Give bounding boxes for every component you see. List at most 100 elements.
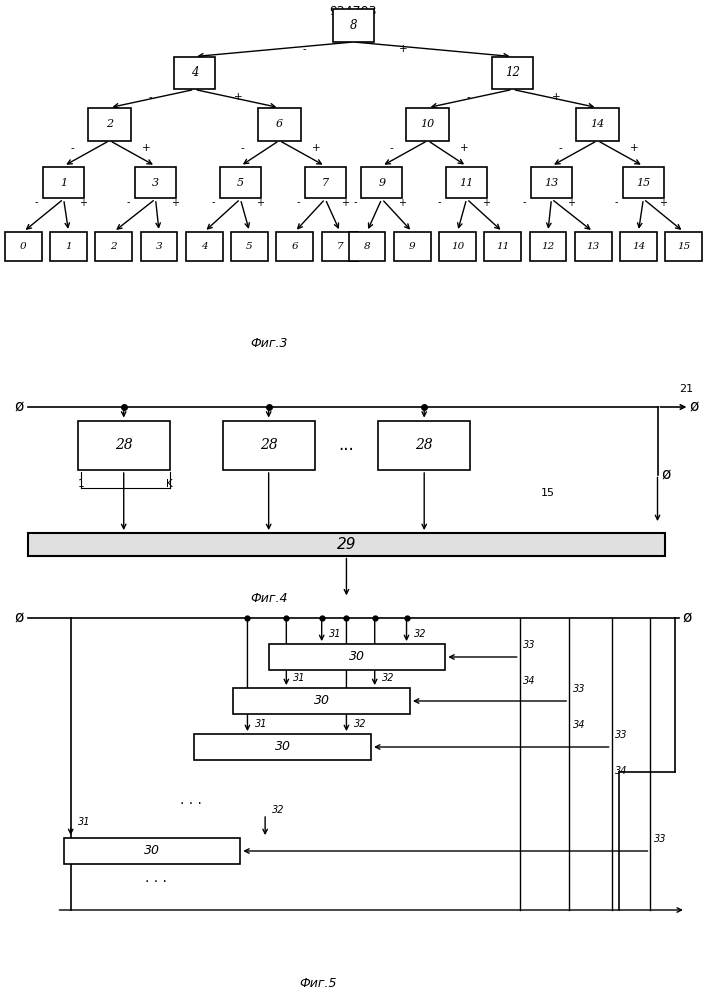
Text: 3: 3: [156, 242, 163, 251]
Text: +: +: [79, 198, 88, 208]
Bar: [378, 420, 470, 470]
Text: +: +: [567, 198, 575, 208]
Text: 34: 34: [523, 676, 536, 686]
Text: 9: 9: [378, 178, 385, 188]
Text: 31: 31: [329, 629, 341, 639]
Bar: [446, 167, 487, 198]
Text: -: -: [212, 198, 215, 208]
Bar: [531, 167, 572, 198]
Bar: [43, 167, 84, 198]
Text: 33: 33: [573, 684, 585, 694]
Bar: [361, 167, 402, 198]
Text: 14: 14: [632, 242, 645, 251]
Text: 2: 2: [106, 119, 113, 129]
Bar: [484, 232, 521, 261]
Text: -: -: [71, 143, 75, 153]
Text: 30: 30: [275, 740, 291, 754]
Text: 30: 30: [314, 694, 329, 708]
Text: 13: 13: [544, 178, 559, 188]
Text: 11: 11: [496, 242, 509, 251]
Bar: [135, 167, 176, 198]
Text: +: +: [341, 198, 349, 208]
Text: +: +: [256, 198, 264, 208]
Text: 32: 32: [414, 629, 426, 639]
Bar: [575, 232, 612, 261]
Text: 33: 33: [654, 834, 667, 844]
Text: 924703: 924703: [329, 5, 378, 18]
Text: -: -: [35, 198, 38, 208]
Text: Фиг.5: Фиг.5: [299, 977, 337, 990]
Text: 34: 34: [573, 720, 585, 730]
Text: 1: 1: [65, 242, 72, 251]
Text: +: +: [397, 198, 406, 208]
Text: ...: ...: [339, 436, 354, 454]
Bar: [333, 9, 374, 42]
Text: 31: 31: [255, 719, 267, 729]
Text: -: -: [467, 92, 471, 102]
Bar: [439, 232, 476, 261]
Text: 5: 5: [237, 178, 244, 188]
Text: 5: 5: [246, 242, 253, 251]
Text: 3: 3: [152, 178, 159, 188]
Text: ø: ø: [689, 399, 699, 414]
Bar: [322, 232, 358, 261]
Bar: [276, 232, 313, 261]
Text: 1: 1: [60, 178, 67, 188]
Text: ø: ø: [661, 467, 670, 482]
Text: 7: 7: [337, 242, 344, 251]
Text: 33: 33: [523, 640, 536, 650]
Text: 4: 4: [201, 242, 208, 251]
Bar: [50, 232, 87, 261]
Text: 30: 30: [349, 650, 365, 664]
Bar: [95, 232, 132, 261]
Text: 14: 14: [590, 119, 604, 129]
Bar: [233, 688, 410, 714]
Text: +: +: [482, 198, 491, 208]
Text: -: -: [615, 198, 618, 208]
Text: 12: 12: [542, 242, 554, 251]
Text: 30: 30: [144, 844, 160, 857]
Text: 31: 31: [293, 673, 306, 683]
Text: 12: 12: [505, 66, 520, 80]
Bar: [269, 644, 445, 670]
Bar: [223, 420, 315, 470]
Text: 32: 32: [382, 673, 395, 683]
Bar: [576, 108, 619, 141]
Bar: [194, 734, 371, 760]
Text: +: +: [630, 143, 638, 153]
Text: 9: 9: [409, 242, 416, 251]
Text: -: -: [389, 143, 393, 153]
Text: 6: 6: [276, 119, 283, 129]
Text: 1: 1: [78, 479, 85, 489]
Text: 0: 0: [20, 242, 27, 251]
Text: +: +: [171, 198, 180, 208]
Text: 8: 8: [363, 242, 370, 251]
Text: · · ·: · · ·: [145, 875, 166, 889]
Text: 15: 15: [636, 178, 650, 188]
Bar: [174, 57, 215, 89]
Text: 33: 33: [615, 730, 628, 740]
Text: -: -: [354, 198, 356, 208]
Text: -: -: [438, 198, 441, 208]
Text: 34: 34: [615, 766, 628, 776]
Text: ø: ø: [14, 399, 23, 414]
Bar: [394, 232, 431, 261]
Bar: [186, 232, 223, 261]
Text: -: -: [127, 198, 130, 208]
Text: K: K: [166, 479, 173, 489]
Bar: [305, 167, 346, 198]
Text: -: -: [302, 44, 306, 54]
Text: · · ·: · · ·: [180, 797, 201, 811]
Text: 7: 7: [322, 178, 329, 188]
Text: 28: 28: [415, 438, 433, 452]
Text: +: +: [142, 143, 151, 153]
Text: +: +: [552, 92, 561, 102]
Text: 32: 32: [272, 805, 285, 815]
Text: 10: 10: [421, 119, 435, 129]
Text: 8: 8: [350, 19, 357, 32]
Text: 4: 4: [191, 66, 198, 80]
Bar: [258, 108, 300, 141]
Text: 15: 15: [677, 242, 690, 251]
Text: -: -: [240, 143, 245, 153]
Text: 10: 10: [451, 242, 464, 251]
